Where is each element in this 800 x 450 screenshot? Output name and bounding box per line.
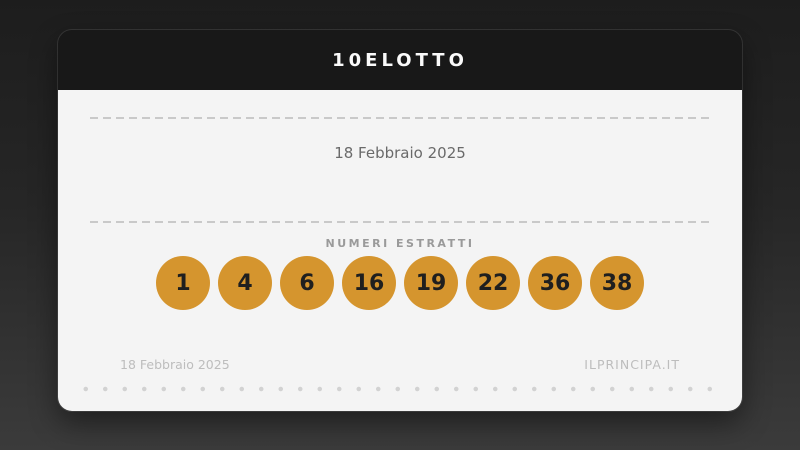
- ticket-body: 18 Febbraio 2025 NUMERI ESTRATTI 1 4 6 1…: [58, 90, 742, 411]
- game-title: 10ELOTTO: [332, 49, 468, 71]
- number-ball: 22: [466, 256, 520, 310]
- lottery-ticket-card: 10ELOTTO 18 Febbraio 2025 NUMERI ESTRATT…: [57, 29, 743, 412]
- number-ball: 36: [528, 256, 582, 310]
- number-ball: 16: [342, 256, 396, 310]
- perforation-dots: [74, 386, 726, 392]
- number-ball: 19: [404, 256, 458, 310]
- dashed-separator-top: [90, 117, 710, 119]
- numbers-label: NUMERI ESTRATTI: [325, 237, 475, 250]
- ticket-footer: 18 Febbraio 2025 ILPRINCIPA.IT: [120, 357, 680, 372]
- footer-site-label: ILPRINCIPA.IT: [584, 357, 680, 372]
- footer-date: 18 Febbraio 2025: [120, 357, 230, 372]
- draw-date: 18 Febbraio 2025: [334, 144, 466, 162]
- ticket-header: 10ELOTTO: [58, 30, 742, 90]
- drawn-numbers-row: 1 4 6 16 19 22 36 38: [58, 256, 742, 310]
- number-ball: 6: [280, 256, 334, 310]
- number-ball: 4: [218, 256, 272, 310]
- number-ball: 38: [590, 256, 644, 310]
- number-ball: 1: [156, 256, 210, 310]
- dashed-separator-bottom: [90, 221, 710, 223]
